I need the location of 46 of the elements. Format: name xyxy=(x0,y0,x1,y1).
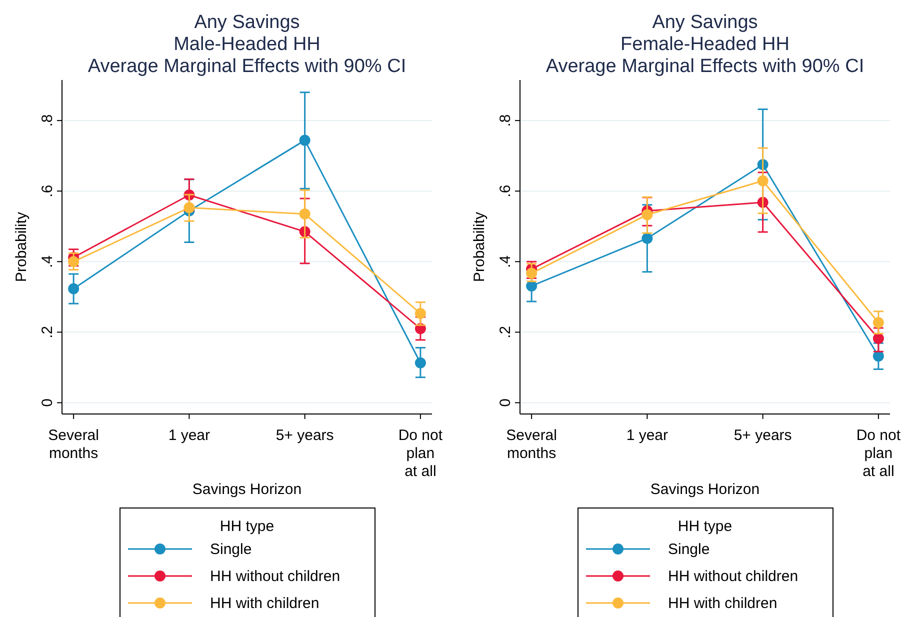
x-tick-label: 5+ years xyxy=(734,427,792,444)
x-tick-label: 5+ years xyxy=(276,427,334,444)
point xyxy=(299,208,310,220)
point xyxy=(872,317,884,328)
point xyxy=(642,232,653,244)
point xyxy=(872,333,884,344)
legend-label: Single xyxy=(210,541,252,558)
x-tick-label: 1 year xyxy=(168,427,210,444)
x-tick-label: Do not plan at all xyxy=(398,427,444,480)
x-tick-label: Do not plan at all xyxy=(856,427,902,480)
legend-title: HH type xyxy=(678,518,732,535)
legend-title: HH type xyxy=(220,518,274,535)
y-tick-label: 0 xyxy=(497,398,514,407)
point xyxy=(299,134,310,146)
y-tick-label: .6 xyxy=(39,184,56,198)
y-tick-label: .6 xyxy=(497,184,514,198)
point xyxy=(757,175,768,186)
point xyxy=(414,308,426,319)
legend-label: HH with children xyxy=(668,595,778,612)
point xyxy=(642,209,653,220)
point xyxy=(68,283,80,294)
y-axis-title: Probability xyxy=(13,211,30,282)
chart-title: Any Savings Male-Headed HH Average Marginal Effects with 90% CI xyxy=(88,12,406,77)
y-axis-title: Probability xyxy=(471,211,488,282)
legend-label: HH without children xyxy=(668,568,798,585)
point xyxy=(526,268,538,279)
y-tick-label: .8 xyxy=(497,114,514,127)
legend-label: HH without children xyxy=(210,568,340,585)
y-tick-label: .4 xyxy=(39,255,56,268)
x-axis-title: Savings Horizon xyxy=(192,481,302,498)
y-tick-label: 0 xyxy=(39,398,56,407)
x-tick-label: 1 year xyxy=(626,427,668,444)
point xyxy=(526,280,538,292)
chart-title: Any Savings Female-Headed HH Average Marginal Effects with 90% CI xyxy=(546,12,864,77)
y-tick-label: .2 xyxy=(39,326,56,338)
y-tick-label: .2 xyxy=(497,326,514,338)
x-axis-title: Savings Horizon xyxy=(650,481,760,498)
legend-label: Single xyxy=(668,541,710,558)
point xyxy=(414,357,426,368)
y-tick-label: .8 xyxy=(39,114,56,127)
point xyxy=(68,256,80,268)
point xyxy=(184,202,195,214)
legend-label: HH with children xyxy=(210,595,320,612)
x-tick-label: Several months xyxy=(506,427,557,462)
x-tick-label: Several months xyxy=(48,427,99,462)
y-tick-label: .4 xyxy=(497,255,514,268)
